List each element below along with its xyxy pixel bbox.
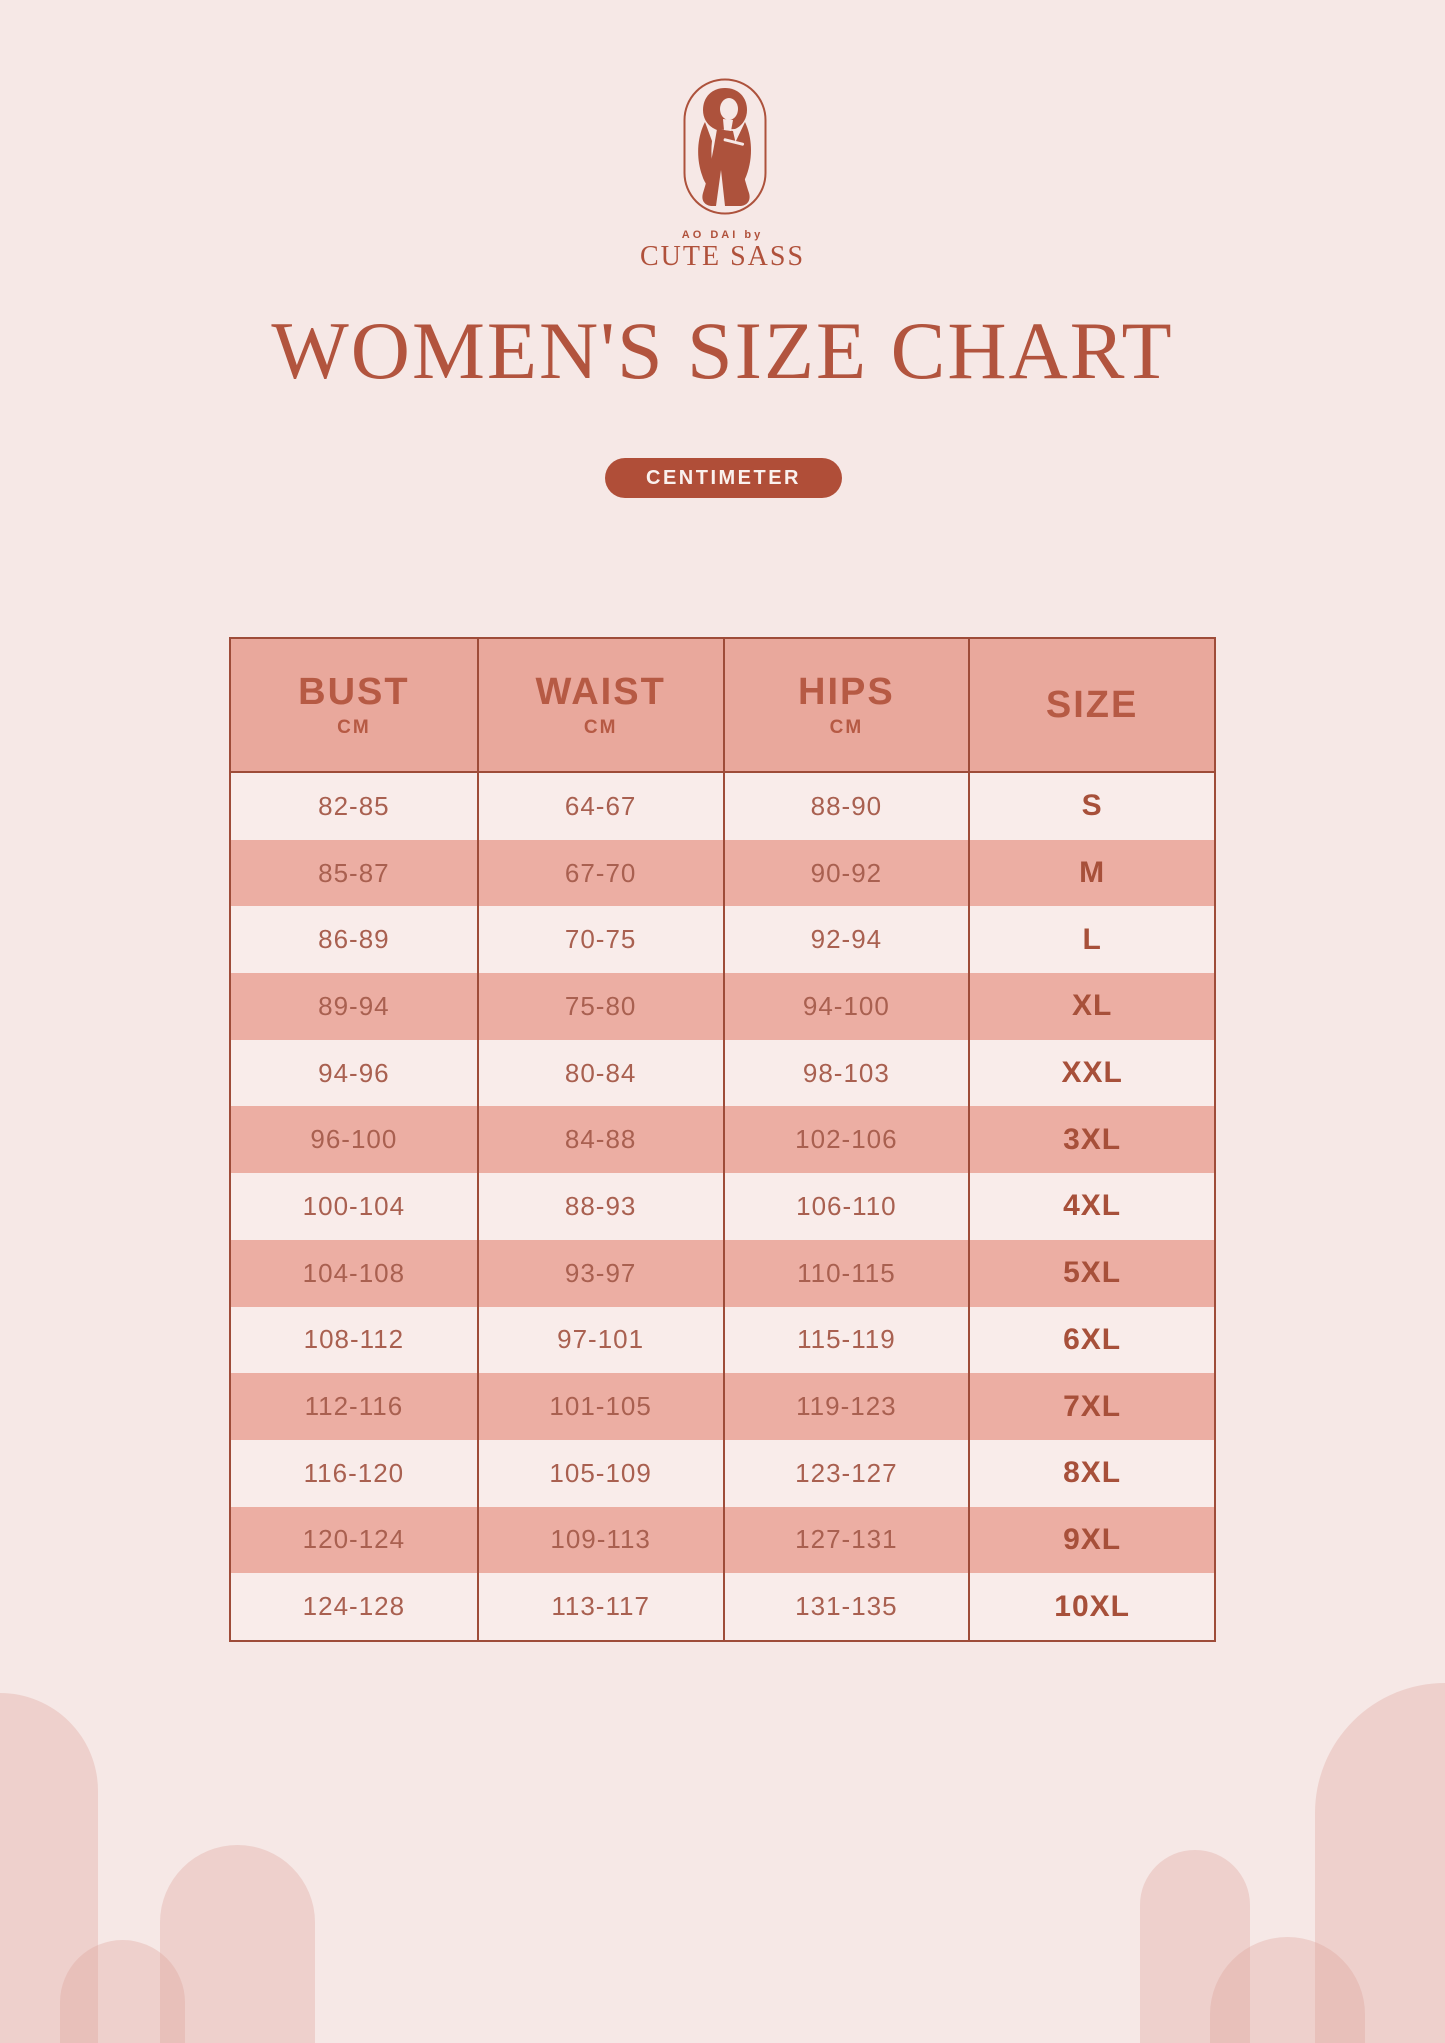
brand-name: CUTE SASS xyxy=(639,241,806,272)
bust-cell: 100-104 xyxy=(302,1190,406,1221)
size-cell: L xyxy=(968,906,1214,974)
table-row: 112-116 101-105 119-123 7XL xyxy=(231,1373,1214,1440)
decor-arch-right-large xyxy=(1315,1683,1445,2043)
waist-cell: 97-101 xyxy=(476,1306,723,1374)
bust-cell: 108-112 xyxy=(303,1324,405,1355)
brand-tagline: AO DAI by xyxy=(681,229,764,241)
table-row: 86-89 70-75 92-94 L xyxy=(231,906,1214,974)
column-label: BUST xyxy=(298,671,410,713)
hips-cell: 123-127 xyxy=(722,1439,969,1507)
waist-cell: 88-93 xyxy=(476,1173,723,1240)
waist-cell: 105-109 xyxy=(476,1439,723,1507)
size-cell: 4XL xyxy=(968,1173,1214,1240)
bust-cell: 112-116 xyxy=(304,1391,404,1422)
column-label: SIZE xyxy=(1045,684,1139,726)
waist-cell: 84-88 xyxy=(476,1106,723,1174)
table-row: 94-96 80-84 98-103 XXL xyxy=(231,1039,1214,1107)
bust-cell: 86-89 xyxy=(318,924,390,955)
table-row: 82-85 64-67 88-90 S xyxy=(231,773,1214,840)
table-row: 116-120 105-109 123-127 8XL xyxy=(231,1439,1214,1507)
decor-arch-left-medium xyxy=(160,1845,315,2043)
waist-cell: 75-80 xyxy=(476,973,723,1040)
decor-arch-left-large xyxy=(0,1693,98,2043)
table-row: 96-100 84-88 102-106 3XL xyxy=(231,1106,1214,1174)
hips-cell: 90-92 xyxy=(722,839,969,907)
bust-cell: 104-108 xyxy=(302,1257,406,1288)
bust-cell: 124-128 xyxy=(302,1591,406,1622)
decor-arch-left-small xyxy=(60,1940,185,2043)
column-header-hips: HIPS CM xyxy=(722,639,969,771)
bust-cell: 85-87 xyxy=(318,857,390,888)
size-cell: 7XL xyxy=(968,1373,1214,1440)
waist-cell: 109-113 xyxy=(476,1506,723,1574)
table-row: 89-94 75-80 94-100 XL xyxy=(231,973,1214,1040)
size-cell: 10XL xyxy=(968,1573,1214,1640)
column-header-waist: WAIST CM xyxy=(476,639,723,771)
size-cell: 9XL xyxy=(968,1506,1214,1574)
bust-cell: 89-94 xyxy=(318,990,390,1021)
hips-cell: 131-135 xyxy=(722,1573,969,1640)
column-unit: CM xyxy=(583,717,618,738)
column-label: HIPS xyxy=(798,671,895,713)
waist-cell: 70-75 xyxy=(476,906,723,974)
hips-cell: 106-110 xyxy=(722,1173,969,1240)
hips-cell: 127-131 xyxy=(722,1506,969,1574)
size-cell: XXL xyxy=(968,1039,1214,1107)
bust-cell: 82-85 xyxy=(318,790,390,821)
size-table: BUST CM WAIST CM HIPS CM SIZE 82-85 64-6… xyxy=(229,637,1216,1642)
hips-cell: 110-115 xyxy=(722,1239,969,1307)
size-cell: XL xyxy=(968,973,1214,1040)
table-row: 85-87 67-70 90-92 M xyxy=(231,839,1214,907)
size-cell: M xyxy=(968,839,1214,907)
size-cell: 3XL xyxy=(968,1106,1214,1174)
column-unit: CM xyxy=(829,717,864,738)
column-header-size: SIZE xyxy=(968,639,1214,771)
waist-cell: 67-70 xyxy=(476,839,723,907)
size-cell: 5XL xyxy=(968,1239,1214,1307)
brand-logo-icon xyxy=(683,78,767,215)
bust-cell: 96-100 xyxy=(310,1124,398,1155)
hips-cell: 119-123 xyxy=(722,1373,969,1440)
hips-cell: 102-106 xyxy=(722,1106,969,1174)
hips-cell: 88-90 xyxy=(722,773,969,840)
page-title: WOMEN'S SIZE CHART xyxy=(271,305,1174,396)
column-header-bust: BUST CM xyxy=(231,639,477,771)
hips-cell: 92-94 xyxy=(722,906,969,974)
table-body: 82-85 64-67 88-90 S 85-87 67-70 90-92 M … xyxy=(231,773,1214,1640)
table-header-row: BUST CM WAIST CM HIPS CM SIZE xyxy=(231,639,1214,773)
table-row: 108-112 97-101 115-119 6XL xyxy=(231,1306,1214,1374)
table-row: 104-108 93-97 110-115 5XL xyxy=(231,1239,1214,1307)
table-row: 100-104 88-93 106-110 4XL xyxy=(231,1173,1214,1240)
size-cell: S xyxy=(968,773,1214,840)
waist-cell: 113-117 xyxy=(476,1573,723,1640)
column-label: WAIST xyxy=(535,671,666,713)
hips-cell: 115-119 xyxy=(722,1306,969,1374)
table-row: 124-128 113-117 131-135 10XL xyxy=(231,1573,1214,1640)
decor-arch-right-medium xyxy=(1140,1850,1250,2043)
table-row: 120-124 109-113 127-131 9XL xyxy=(231,1506,1214,1574)
size-cell: 6XL xyxy=(968,1306,1214,1374)
hips-cell: 98-103 xyxy=(722,1039,969,1107)
waist-cell: 101-105 xyxy=(476,1373,723,1440)
unit-badge[interactable]: CENTIMETER xyxy=(605,458,842,498)
hips-cell: 94-100 xyxy=(722,973,969,1040)
bust-cell: 120-124 xyxy=(302,1524,406,1555)
waist-cell: 80-84 xyxy=(476,1039,723,1107)
column-unit: CM xyxy=(337,717,371,738)
waist-cell: 93-97 xyxy=(476,1239,723,1307)
waist-cell: 64-67 xyxy=(476,773,723,840)
bust-cell: 94-96 xyxy=(318,1057,390,1088)
size-cell: 8XL xyxy=(968,1439,1214,1507)
bust-cell: 116-120 xyxy=(303,1457,405,1488)
